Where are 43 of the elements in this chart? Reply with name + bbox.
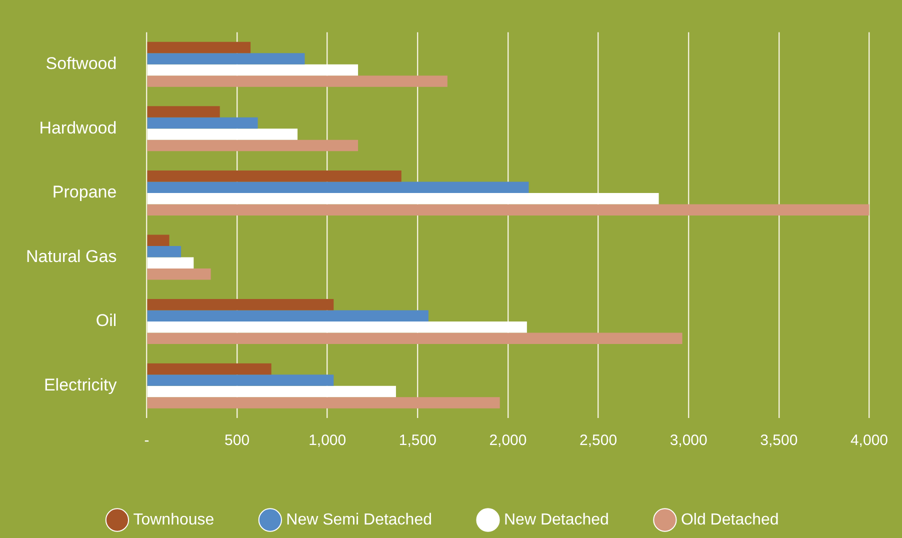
bar	[147, 192, 659, 204]
bar	[147, 268, 211, 280]
x-tick-label: 2,500	[580, 432, 618, 450]
bar	[147, 257, 194, 269]
bar	[147, 246, 182, 258]
legend-label: New Semi Detached	[286, 511, 432, 528]
y-tick-label: Natural Gas	[26, 246, 117, 266]
x-tick-label: 1,500	[398, 432, 436, 450]
bar	[147, 397, 500, 408]
bar	[147, 332, 682, 344]
bar	[147, 322, 527, 333]
legend-label: Old Detached	[680, 511, 779, 528]
bar	[147, 234, 170, 246]
bar	[147, 128, 298, 140]
x-tick-label: 2,000	[489, 432, 527, 450]
bar	[147, 140, 358, 152]
x-tick-label: 500	[224, 432, 250, 450]
bar	[147, 106, 220, 118]
bar	[147, 76, 448, 87]
y-tick-label: Propane	[52, 182, 117, 202]
bar	[147, 386, 396, 398]
bar	[147, 204, 870, 216]
y-tick-label: Electricity	[44, 376, 118, 395]
bar	[147, 170, 402, 182]
y-tick-label: Oil	[96, 311, 117, 330]
bar	[147, 310, 428, 322]
y-tick-label: Softwood	[46, 54, 117, 74]
x-tick-label: -	[144, 432, 150, 450]
x-tick-label: 3,500	[760, 432, 798, 450]
x-tick-label: 3,000	[670, 432, 708, 450]
x-tick-label: 4,000	[850, 432, 888, 450]
y-tick-label: Hardwood	[39, 118, 117, 138]
bar	[147, 374, 334, 386]
legend-label: New Detached	[504, 511, 609, 528]
bar	[147, 363, 272, 375]
bar	[147, 299, 334, 310]
bar	[147, 117, 258, 129]
legend-label: Townhouse	[133, 511, 214, 528]
bar	[147, 42, 251, 54]
bar	[147, 53, 305, 64]
bar	[147, 182, 529, 193]
bar	[147, 64, 358, 76]
x-tick-label: 1,000	[308, 432, 346, 450]
